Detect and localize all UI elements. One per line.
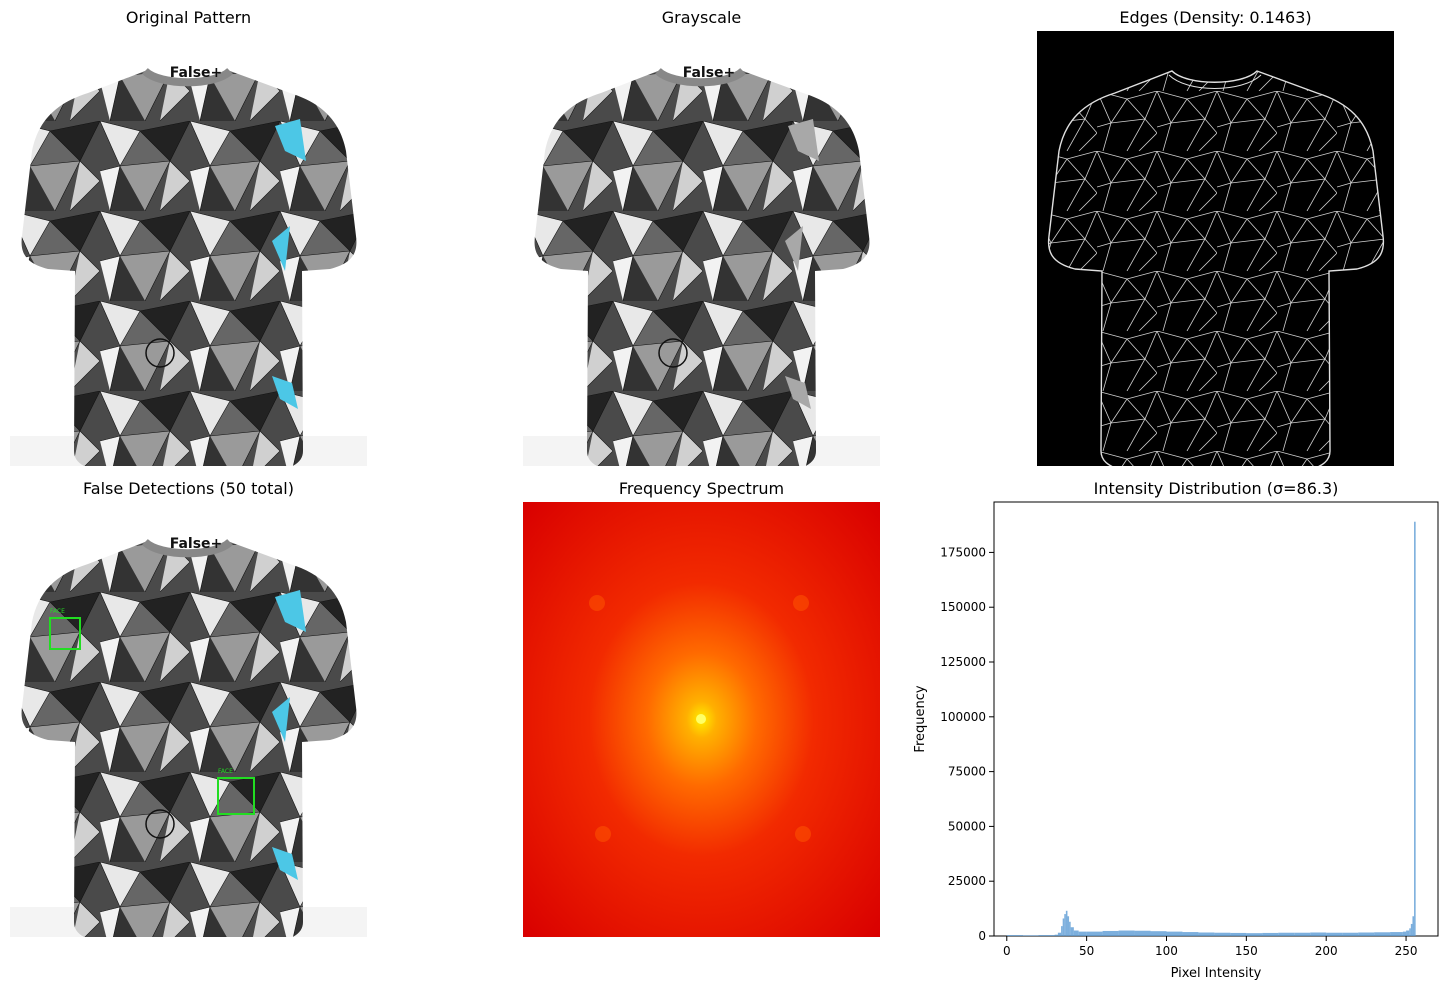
histogram-bar [1342, 932, 1359, 936]
histogram-bar [1134, 930, 1151, 936]
histogram-bar [1069, 921, 1071, 936]
histogram-bar [1374, 932, 1391, 936]
histogram-bar [1406, 930, 1410, 936]
histogram-bar [1078, 931, 1087, 936]
detection-box-1: FACE [49, 608, 81, 650]
histogram-bar [1390, 932, 1403, 936]
histogram-bar [1061, 926, 1063, 936]
histogram-bar [1067, 916, 1070, 936]
title-grayscale: Grayscale [661, 8, 742, 27]
histogram-bar [1402, 931, 1407, 936]
title-spectrum: Frequency Spectrum [618, 479, 785, 498]
histogram-bar [1326, 932, 1343, 936]
histogram-bar [1118, 930, 1135, 936]
y-tick-label: 25000 [948, 874, 986, 888]
histogram-bar [1086, 931, 1103, 936]
histogram-bar [1294, 932, 1311, 936]
y-tick-label: 125000 [940, 655, 986, 669]
detection-label-1: FACE [50, 608, 65, 615]
histogram-bar [1198, 932, 1215, 936]
y-tick-label: 50000 [948, 819, 986, 833]
histogram-bar [1262, 932, 1279, 936]
histogram-bar [1073, 930, 1079, 936]
x-tick-label: 250 [1395, 944, 1418, 958]
histogram-bar [1182, 932, 1199, 936]
histogram-bar [1054, 934, 1058, 936]
x-tick-label: 150 [1235, 944, 1258, 958]
histogram-bar [1038, 935, 1055, 936]
histogram-bar [1006, 935, 1023, 936]
histogram-bar [1278, 932, 1295, 936]
histogram-bar [1410, 923, 1413, 936]
histogram-bar [1414, 521, 1416, 936]
detection-label-2: FACE [218, 768, 233, 775]
y-tick-label: 100000 [940, 710, 986, 724]
histogram-bar [1310, 932, 1327, 936]
histogram-bar [1070, 927, 1074, 936]
y-axis-label: Frequency [913, 685, 928, 752]
title-detections: False Detections (50 total) [83, 479, 294, 498]
histogram-bar [1062, 918, 1065, 936]
x-axis-label: Pixel Intensity [1171, 966, 1262, 981]
y-tick-label: 75000 [948, 765, 986, 779]
histogram-bar [1057, 932, 1062, 936]
histogram-bar [1214, 932, 1231, 936]
x-tick-label: 50 [1079, 944, 1094, 958]
histogram-bar [1065, 910, 1068, 936]
shirt-logo-text: False+ [170, 65, 223, 81]
histogram-bar [1246, 933, 1263, 936]
histogram-bar [1150, 931, 1167, 936]
edges-image [1037, 31, 1394, 466]
title-edges: Edges (Density: 0.1463) [1119, 8, 1312, 27]
y-tick-label: 150000 [940, 600, 986, 614]
title-original: Original Pattern [125, 8, 252, 27]
detections-image: False+ FACE FACE [10, 502, 367, 937]
histogram-bar [1166, 931, 1183, 936]
shirt-logo-text-gray: False+ [683, 65, 736, 81]
original-image: False+ [10, 31, 367, 466]
spectrum-image [523, 502, 880, 937]
title-histogram: Intensity Distribution (σ=86.3) [1093, 479, 1339, 498]
histogram-bar [1358, 932, 1375, 936]
x-tick-label: 0 [1003, 944, 1011, 958]
shirt-logo-text-det: False+ [170, 536, 223, 552]
histogram-bar [1022, 935, 1039, 936]
histogram-bar [1409, 928, 1411, 936]
histogram-bar [1064, 914, 1066, 936]
x-tick-label: 100 [1155, 944, 1178, 958]
histogram-chart: 0 50 100 150 200 250 0 25000 50000 75000 100000 12… [900, 495, 1446, 989]
y-tick-label: 175000 [940, 545, 986, 559]
x-tick-label: 200 [1315, 944, 1338, 958]
histogram-bar [1230, 932, 1247, 936]
grayscale-image: False+ [523, 31, 880, 466]
y-tick-label: 0 [978, 929, 986, 943]
plot-area [993, 501, 1439, 937]
detection-box-2: FACE [217, 768, 255, 815]
histogram-bar [1102, 930, 1119, 936]
histogram-bar [1412, 916, 1415, 936]
